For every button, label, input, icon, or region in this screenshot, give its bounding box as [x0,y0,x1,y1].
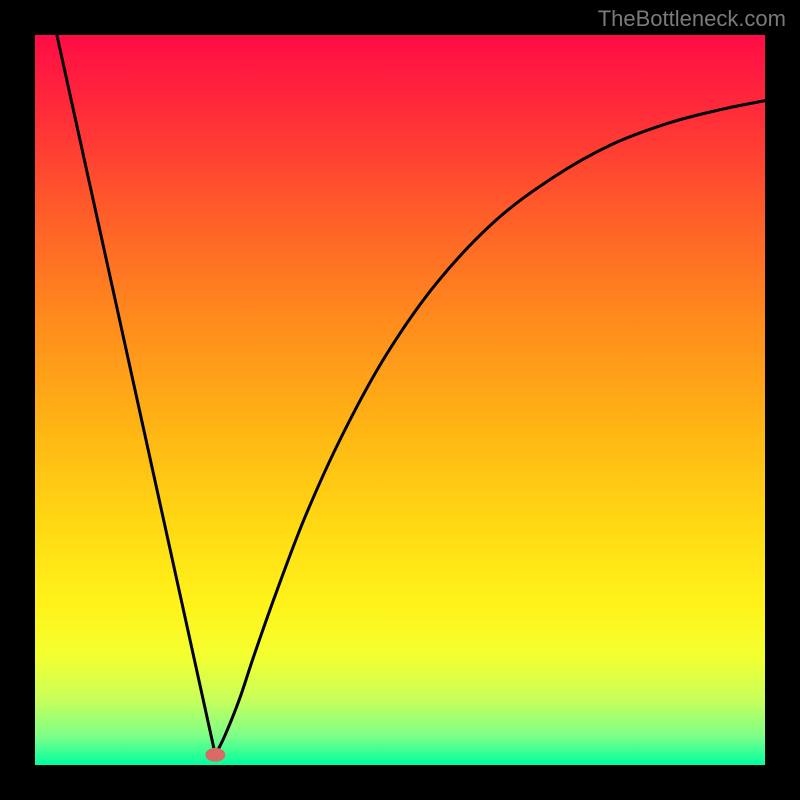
watermark-text: TheBottleneck.com [598,6,786,32]
gradient-background [35,35,765,765]
chart-frame: TheBottleneck.com [0,0,800,800]
minimum-marker [205,748,225,762]
plot-svg [35,35,765,765]
plot-area [35,35,765,765]
